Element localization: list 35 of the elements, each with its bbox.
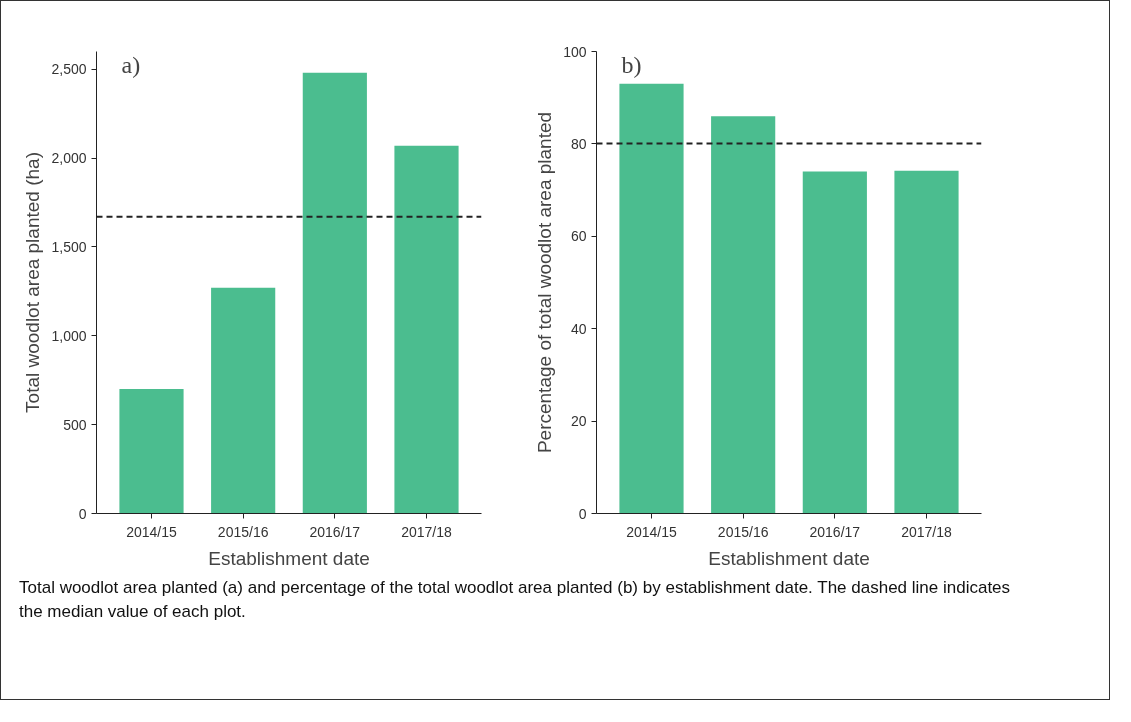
- y-tick-label: 0: [578, 505, 587, 522]
- x-tick-label: 2016/17: [809, 523, 861, 540]
- chart-title: b): [621, 51, 642, 78]
- x-tick-label: 2014/15: [126, 523, 178, 540]
- x-tick-label: 2017/18: [401, 523, 453, 540]
- x-tick-label: 2017/18: [901, 523, 953, 540]
- x-tick-label: 2014/15: [626, 523, 678, 540]
- y-tick-label: 20: [570, 413, 587, 430]
- y-axis-title: Total woodlot area planted (ha): [22, 152, 44, 413]
- x-tick-label: 2015/16: [217, 523, 269, 540]
- x-tick-label: 2016/17: [309, 523, 361, 540]
- bar: [302, 72, 367, 514]
- y-tick-label: 80: [570, 135, 587, 152]
- y-tick-label: 1,500: [51, 238, 87, 255]
- y-tick-label: 500: [63, 416, 87, 433]
- y-axis-title: Percentage of total woodlot area planted: [534, 111, 556, 454]
- bar: [711, 116, 776, 514]
- chart-title: a): [121, 51, 141, 78]
- bar: [619, 83, 684, 514]
- x-axis-title: Establishment date: [708, 547, 870, 569]
- y-tick-label: 1,000: [51, 327, 87, 344]
- bar: [119, 389, 184, 514]
- x-axis-title: Establishment date: [208, 547, 370, 569]
- x-tick-label: 2015/16: [717, 523, 769, 540]
- y-tick-label: 2,500: [51, 61, 87, 78]
- y-tick-label: 40: [570, 320, 587, 337]
- bar: [211, 287, 276, 514]
- bar: [394, 145, 459, 514]
- y-tick-label: 0: [78, 505, 87, 522]
- bar: [894, 170, 959, 514]
- y-tick-label: 60: [570, 228, 587, 245]
- y-tick-label: 100: [563, 43, 587, 60]
- bar: [802, 171, 867, 514]
- text: Total woodlot area planted (a) and percentage of the total woodlot area planted (b) by establishment date. The dashed line indicates the median value of each plot.: [19, 577, 1012, 623]
- y-tick-label: 2,000: [51, 150, 87, 167]
